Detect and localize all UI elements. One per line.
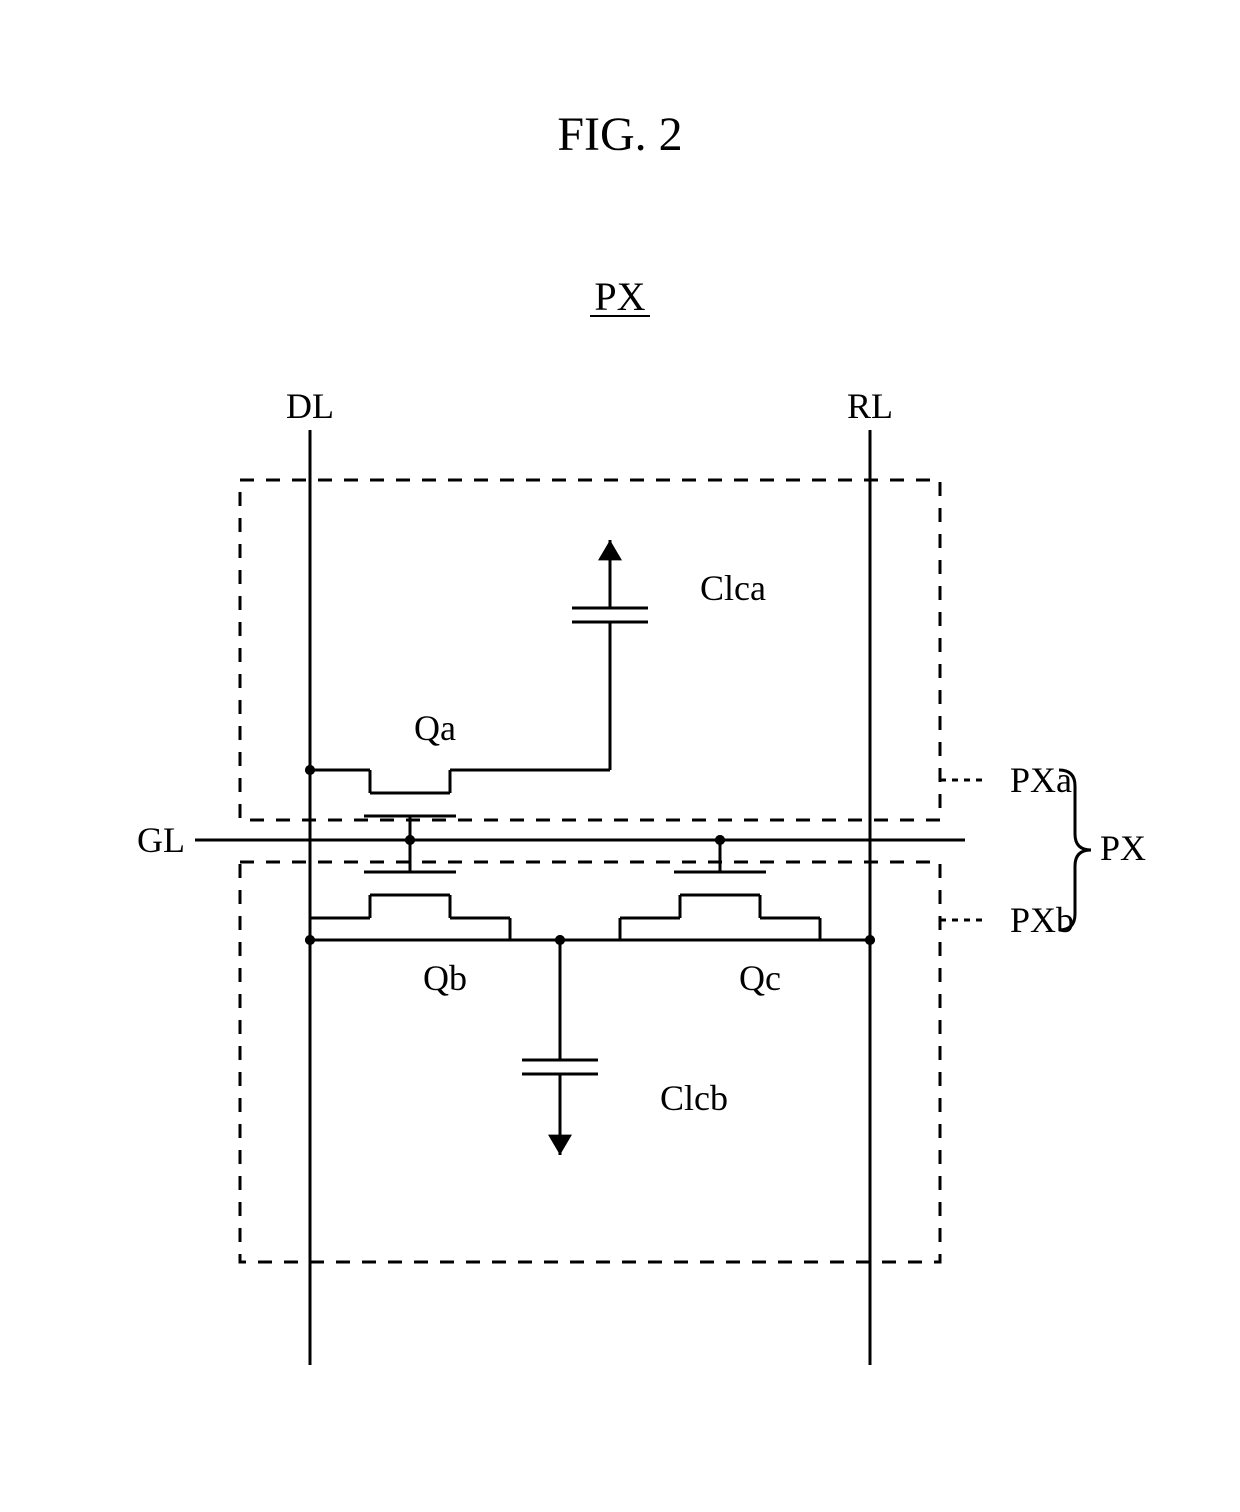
svg-text:FIG. 2: FIG. 2 [557, 108, 682, 161]
svg-text:PXa: PXa [1010, 760, 1072, 800]
svg-text:Clcb: Clcb [660, 1078, 728, 1118]
svg-text:PXb: PXb [1010, 900, 1074, 940]
svg-text:Clca: Clca [700, 568, 766, 608]
svg-text:GL: GL [137, 820, 185, 860]
svg-text:PX: PX [1100, 828, 1146, 868]
svg-text:Qc: Qc [739, 958, 781, 998]
svg-text:Qa: Qa [414, 708, 456, 748]
svg-text:DL: DL [286, 386, 334, 426]
circuit-diagram: FIG. 2 PX DL RL GL Qa Qb Qc Clca Clcb PXa PXb PX [0, 0, 1240, 1507]
svg-text:RL: RL [847, 386, 893, 426]
svg-text:Qb: Qb [423, 958, 467, 998]
svg-text:PX: PX [594, 274, 645, 319]
